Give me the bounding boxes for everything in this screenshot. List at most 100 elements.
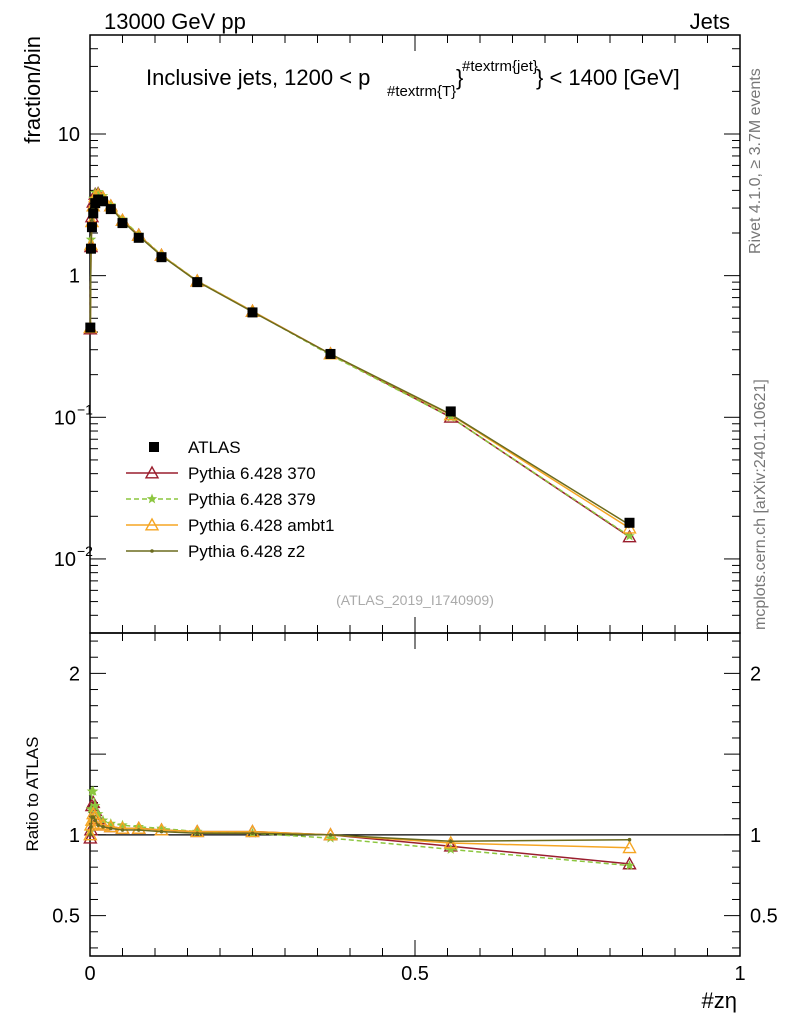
- series-line: [89, 192, 630, 538]
- x-tick-label: 1: [734, 963, 745, 985]
- ratio-point: [88, 833, 93, 837]
- header-energy: 13000 GeV pp: [104, 9, 246, 34]
- ratio-point: [136, 828, 141, 832]
- ratio-point: [85, 803, 97, 814]
- ratio-plot-frame: [89, 632, 741, 957]
- mcplots-label: mcplots.cern.ch [arXiv:2401.10621]: [752, 379, 769, 630]
- ratio-point: [90, 800, 101, 811]
- series-point: [92, 186, 104, 197]
- ratio-point: [101, 825, 105, 829]
- plot-title-sub: #textrm{T}: [387, 83, 456, 100]
- ratio-point: [622, 856, 637, 870]
- data-point: [117, 218, 128, 229]
- series-line: [89, 195, 630, 526]
- data-point: [445, 406, 456, 417]
- data-point: [624, 517, 635, 528]
- y-axis-label: fraction/bin: [20, 36, 45, 144]
- legend: ATLAS Pythia 6.428 370 Pythia 6.428 379 Pyt…: [126, 438, 334, 561]
- ratio-point: [627, 837, 632, 842]
- data-point: [98, 196, 108, 207]
- data-point: [247, 307, 258, 318]
- ratio-tick-label-right: 0.5: [750, 906, 778, 928]
- ratio-point: [88, 785, 99, 796]
- ratio-series-1: [85, 785, 635, 870]
- series-2: [83, 187, 637, 534]
- ratio-point: [622, 840, 637, 854]
- ratio-series-3: [88, 815, 632, 844]
- plot-title-brace: }: [456, 65, 463, 90]
- ratio-point: [89, 825, 93, 829]
- ratio-point: [91, 815, 96, 819]
- ratio-layer: [83, 785, 637, 870]
- data-point: [85, 243, 96, 254]
- legend-marker: [149, 442, 159, 452]
- legend-marker: [144, 465, 160, 479]
- legend-label: Pythia 6.428 ambt1: [188, 516, 334, 535]
- data-point: [325, 348, 336, 359]
- y-tick-label: 1: [69, 266, 80, 288]
- plot-title-sup: #textrm{jet}: [462, 58, 538, 75]
- y-tick-label: 10: [54, 407, 76, 429]
- plot-title-main: Inclusive jets, 1200 < p: [146, 65, 370, 90]
- analysis-label: (ATLAS_2019_I1740909): [336, 592, 494, 608]
- legend-label: Pythia 6.428 370: [188, 464, 316, 483]
- ratio-point: [195, 831, 200, 836]
- legend-entry: Pythia 6.428 370: [126, 464, 316, 483]
- series-point: [622, 529, 637, 543]
- ratio-point: [156, 822, 167, 833]
- header-jets: Jets: [690, 9, 730, 34]
- ratio-line: [89, 800, 630, 865]
- series-line: [89, 194, 630, 529]
- ratio-point: [105, 818, 116, 828]
- legend-entry: Pythia 6.428 ambt1: [126, 516, 334, 535]
- ratio-point: [133, 821, 144, 832]
- legend-label: ATLAS: [188, 438, 241, 457]
- ratio-point: [83, 827, 98, 841]
- data-point: [88, 208, 99, 219]
- ratio-point: [95, 817, 111, 831]
- data-point: [156, 252, 167, 263]
- y-tick-label: 10: [58, 124, 80, 146]
- series-0: [83, 186, 637, 543]
- x-tick-label: 0.5: [401, 963, 429, 985]
- ratio-point: [445, 843, 456, 854]
- series-line: [89, 191, 630, 537]
- legend-entry: Pythia 6.428 z2: [126, 542, 305, 561]
- ratio-point: [443, 835, 458, 849]
- ratio-point: [159, 829, 164, 834]
- legend-label: Pythia 6.428 379: [188, 490, 316, 509]
- ratio-y-axis-label: Ratio to ATLAS: [23, 737, 42, 852]
- ratio-point: [245, 824, 260, 838]
- ratio-point: [154, 822, 169, 836]
- ratio-line: [89, 790, 630, 867]
- y-tick-exponent: −1: [77, 401, 93, 417]
- rivet-label: Rivet 4.1.0, ≥ 3.7M events: [747, 68, 764, 254]
- legend-entry: Pythia 6.428 379: [126, 490, 316, 509]
- x-axis-label: #zη: [702, 988, 737, 1013]
- ratio-point: [93, 818, 97, 823]
- ratio-tick-label-right: 2: [750, 663, 761, 685]
- data-point: [86, 222, 97, 233]
- legend-marker: [144, 517, 160, 531]
- ratio-point: [325, 832, 336, 843]
- ratio-line: [89, 811, 630, 849]
- ratio-point: [92, 808, 104, 819]
- ratio-point: [103, 819, 118, 833]
- series-point: [90, 218, 94, 223]
- ratio-point: [83, 830, 98, 844]
- ratio-tick-label-left: 1: [69, 825, 80, 847]
- y-tick-exponent: −2: [77, 543, 93, 559]
- series-point: [624, 530, 635, 541]
- legend-entry: ATLAS: [149, 438, 241, 457]
- data-point: [105, 204, 116, 215]
- ratio-point: [131, 820, 146, 834]
- ratio-point: [115, 820, 130, 834]
- ratio-series-2: [83, 806, 637, 854]
- ratio-point: [120, 828, 125, 832]
- legend-label: Pythia 6.428 z2: [188, 542, 305, 561]
- data-point: [133, 232, 144, 243]
- ratio-point: [250, 831, 255, 836]
- data-point: [85, 322, 96, 333]
